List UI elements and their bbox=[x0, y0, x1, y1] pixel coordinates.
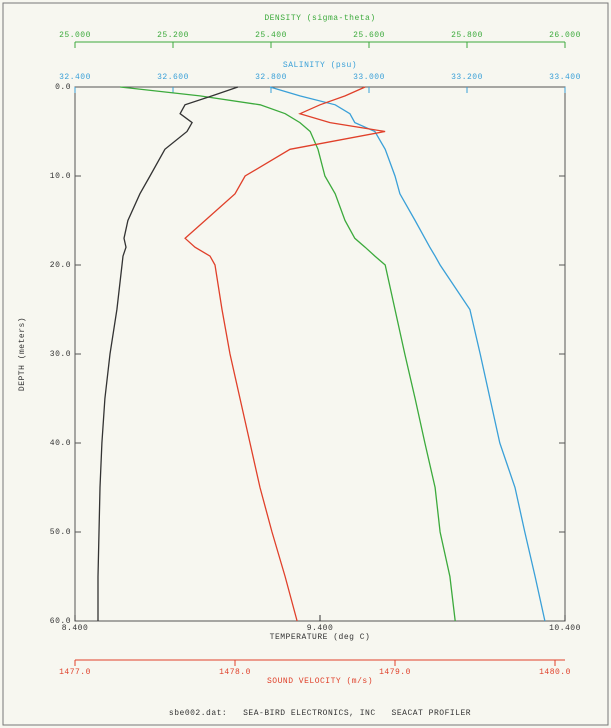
x-tick-label: 25.400 bbox=[255, 31, 287, 40]
footer: sbe002.dat: SEA-BIRD ELECTRONICS, INC SE… bbox=[169, 709, 471, 718]
axis-title: DENSITY (sigma-theta) bbox=[264, 14, 375, 23]
profile-line bbox=[269, 86, 546, 622]
x-tick-label: 25.000 bbox=[59, 31, 91, 40]
x-tick-label: 32.800 bbox=[255, 73, 287, 82]
y-tick-label: 40.0 bbox=[50, 439, 71, 448]
x-tick-label: 1478.0 bbox=[219, 668, 251, 677]
axis-title: SOUND VELOCITY (m/s) bbox=[267, 677, 373, 686]
x-tick-label: 10.400 bbox=[549, 624, 581, 633]
axis-title: SALINITY (psu) bbox=[283, 61, 357, 70]
x-tick-label: 9.400 bbox=[307, 624, 334, 633]
x-tick-label: 1479.0 bbox=[379, 668, 411, 677]
x-tick-label: 1477.0 bbox=[59, 668, 91, 677]
x-tick-label: 33.400 bbox=[549, 73, 581, 82]
x-tick-label: 33.000 bbox=[353, 73, 385, 82]
x-tick-label: 32.400 bbox=[59, 73, 91, 82]
x-tick-label: 1480.0 bbox=[539, 668, 571, 677]
y-tick-label: 20.0 bbox=[50, 261, 71, 270]
x-tick-label: 8.400 bbox=[62, 624, 89, 633]
y-tick-label: 10.0 bbox=[50, 172, 71, 181]
profile-line bbox=[120, 86, 456, 622]
x-tick-label: 32.600 bbox=[157, 73, 189, 82]
x-tick-label: 33.200 bbox=[451, 73, 483, 82]
profile-line bbox=[184, 86, 386, 622]
y-tick-label: 0.0 bbox=[55, 83, 71, 92]
x-tick-label: 25.600 bbox=[353, 31, 385, 40]
x-tick-label: 26.000 bbox=[549, 31, 581, 40]
x-tick-label: 25.800 bbox=[451, 31, 483, 40]
profile-line bbox=[97, 86, 239, 621]
axis-title: TEMPERATURE (deg C) bbox=[270, 633, 371, 642]
x-tick-label: 25.200 bbox=[157, 31, 189, 40]
y-axis-title: DEPTH (meters) bbox=[18, 317, 27, 391]
y-tick-label: 30.0 bbox=[50, 350, 71, 359]
y-tick-label: 50.0 bbox=[50, 528, 71, 537]
y-tick-label: 60.0 bbox=[50, 617, 71, 626]
